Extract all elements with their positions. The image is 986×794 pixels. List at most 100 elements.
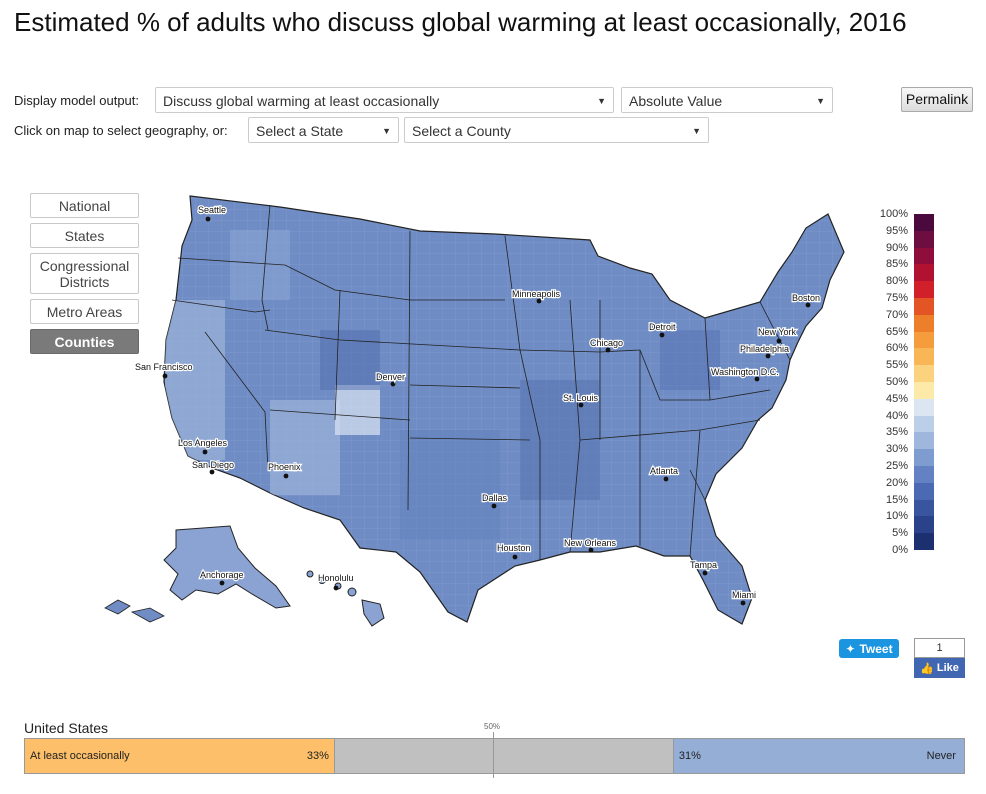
facebook-like-button[interactable]: 👍 Like: [914, 658, 965, 678]
alaska-map[interactable]: [163, 525, 291, 609]
thumbs-up-icon: 👍: [920, 662, 934, 675]
legend-swatch: [914, 516, 934, 534]
summary-region-title: United States: [24, 720, 109, 736]
city-label-honolulu: Honolulu: [318, 573, 354, 583]
legend-tick: 80%: [885, 275, 908, 288]
legend-swatch: [914, 348, 934, 366]
geo-button-metro-areas[interactable]: Metro Areas: [30, 299, 139, 324]
city-marker-chicago: [605, 347, 611, 353]
county-select[interactable]: Select a County ▼: [404, 117, 709, 143]
caret-down-icon: ▼: [816, 96, 825, 106]
legend-tick: 5%: [892, 527, 908, 540]
legend-swatch: [914, 298, 934, 315]
conus-map[interactable]: [163, 195, 845, 625]
city-label-washington-dc: Washington D.C.: [711, 367, 779, 377]
us-county-map[interactable]: Seattle San Francisco Los Angeles San Di…: [0, 150, 860, 640]
model-output-value: Discuss global warming at least occasion…: [163, 93, 440, 109]
geo-button-congressional-districts[interactable]: Congressional Districts: [30, 253, 139, 294]
city-marker-boston: [805, 302, 811, 308]
legend-swatch: [914, 398, 934, 416]
state-select[interactable]: Select a State ▼: [248, 117, 399, 143]
county-select-value: Select a County: [412, 123, 511, 139]
city-label-new-york: New York: [758, 327, 797, 337]
tweet-button[interactable]: ✦ Tweet: [839, 639, 899, 658]
city-marker-miami: [740, 600, 746, 606]
city-marker-washington-dc: [754, 376, 760, 382]
city-label-new-orleans: New Orleans: [564, 538, 617, 548]
city-label-los-angeles: Los Angeles: [178, 438, 228, 448]
summary-segment-occasionally: At least occasionally 33%: [25, 739, 335, 773]
legend-swatch: [914, 247, 934, 265]
legend-swatch: [914, 230, 934, 248]
geography-label: Click on map to select geography, or:: [14, 123, 228, 138]
city-label-atlanta: Atlanta: [650, 466, 678, 476]
city-label-houston: Houston: [497, 543, 531, 553]
legend-tick: 15%: [885, 493, 908, 506]
city-marker-phoenix: [283, 473, 289, 479]
city-marker-minneapolis: [536, 298, 542, 304]
midpoint-label: 50%: [484, 722, 501, 731]
legend-tick: 10%: [885, 510, 908, 523]
city-marker-atlanta: [663, 476, 669, 482]
city-label-minneapolis: Minneapolis: [512, 289, 561, 299]
geo-button-national[interactable]: National: [30, 193, 139, 218]
legend-tick: 45%: [885, 392, 908, 405]
legend-swatch: [914, 281, 934, 299]
city-label-tampa: Tampa: [690, 560, 717, 570]
legend-swatch: [914, 264, 934, 282]
legend-swatch: [914, 365, 934, 383]
city-marker-new-orleans: [588, 547, 594, 553]
city-label-anchorage: Anchorage: [200, 570, 244, 580]
page-title: Estimated % of adults who discuss global…: [14, 7, 907, 37]
legend-swatch: [914, 533, 934, 551]
summary-segment-other: [334, 739, 673, 773]
city-marker-st-louis: [578, 402, 584, 408]
legend-tick: 30%: [885, 443, 908, 456]
aleutian-islands[interactable]: [104, 599, 165, 623]
legend-tick: 60%: [885, 342, 908, 355]
city-label-phoenix: Phoenix: [268, 462, 301, 472]
like-count: 1: [914, 638, 965, 658]
city-marker-honolulu: [333, 585, 339, 591]
city-marker-houston: [512, 554, 518, 560]
value-type-value: Absolute Value: [629, 93, 723, 109]
legend-tick: 90%: [885, 241, 908, 254]
legend-swatch: [914, 415, 934, 433]
city-marker-philadelphia: [765, 353, 771, 359]
value-type-select[interactable]: Absolute Value ▼: [621, 87, 833, 113]
city-marker-new-york: [776, 338, 782, 344]
legend-swatch: [914, 466, 934, 483]
city-label-denver: Denver: [376, 372, 405, 382]
city-label-boston: Boston: [792, 293, 820, 303]
legend-tick: 0%: [892, 544, 908, 556]
geo-button-states[interactable]: States: [30, 223, 139, 248]
legend-swatch: [914, 482, 934, 500]
summary-bar: At least occasionally 33% 31% Never: [24, 738, 965, 774]
segment-label-occasionally: At least occasionally: [30, 750, 130, 762]
city-marker-san-francisco: [162, 373, 168, 379]
geo-button-counties[interactable]: Counties: [30, 329, 139, 354]
segment-value-never: 31%: [678, 750, 701, 762]
legend-tick: 25%: [885, 460, 908, 472]
city-marker-tampa: [702, 570, 708, 576]
segment-value-occasionally: 33%: [306, 750, 329, 762]
legend-swatch: [914, 432, 934, 450]
legend-tick: 85%: [885, 258, 908, 271]
legend-tick: 50%: [885, 376, 908, 388]
city-label-st-louis: St. Louis: [563, 393, 599, 403]
legend-tick: 55%: [885, 359, 908, 372]
permalink-button[interactable]: Permalink: [901, 87, 973, 112]
city-label-san-diego: San Diego: [192, 460, 234, 470]
city-label-chicago: Chicago: [590, 338, 623, 348]
display-output-label: Display model output:: [14, 93, 140, 108]
model-output-select[interactable]: Discuss global warming at least occasion…: [155, 87, 614, 113]
city-label-dallas: Dallas: [482, 493, 508, 503]
city-label-philadelphia: Philadelphia: [740, 344, 789, 354]
like-label: Like: [936, 662, 959, 674]
caret-down-icon: ▼: [382, 126, 391, 136]
summary-segment-never: 31% Never: [672, 739, 964, 773]
midpoint-line: [493, 732, 494, 778]
legend-swatch: [914, 331, 934, 349]
legend-swatch: [914, 449, 934, 467]
city-marker-seattle: [205, 216, 211, 222]
